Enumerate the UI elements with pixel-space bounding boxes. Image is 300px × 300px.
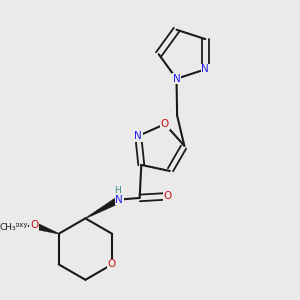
Polygon shape [33, 222, 59, 234]
Text: methoxy: methoxy [0, 223, 28, 229]
Text: H: H [114, 186, 121, 195]
Text: O: O [161, 119, 169, 129]
Text: CH₃: CH₃ [0, 223, 16, 232]
Text: N: N [134, 131, 142, 141]
Text: O: O [164, 191, 172, 201]
Text: N: N [115, 195, 123, 205]
Text: N: N [201, 64, 209, 74]
Text: N: N [172, 74, 180, 84]
Text: O: O [30, 220, 38, 230]
Text: O: O [108, 260, 116, 269]
Polygon shape [85, 196, 121, 219]
